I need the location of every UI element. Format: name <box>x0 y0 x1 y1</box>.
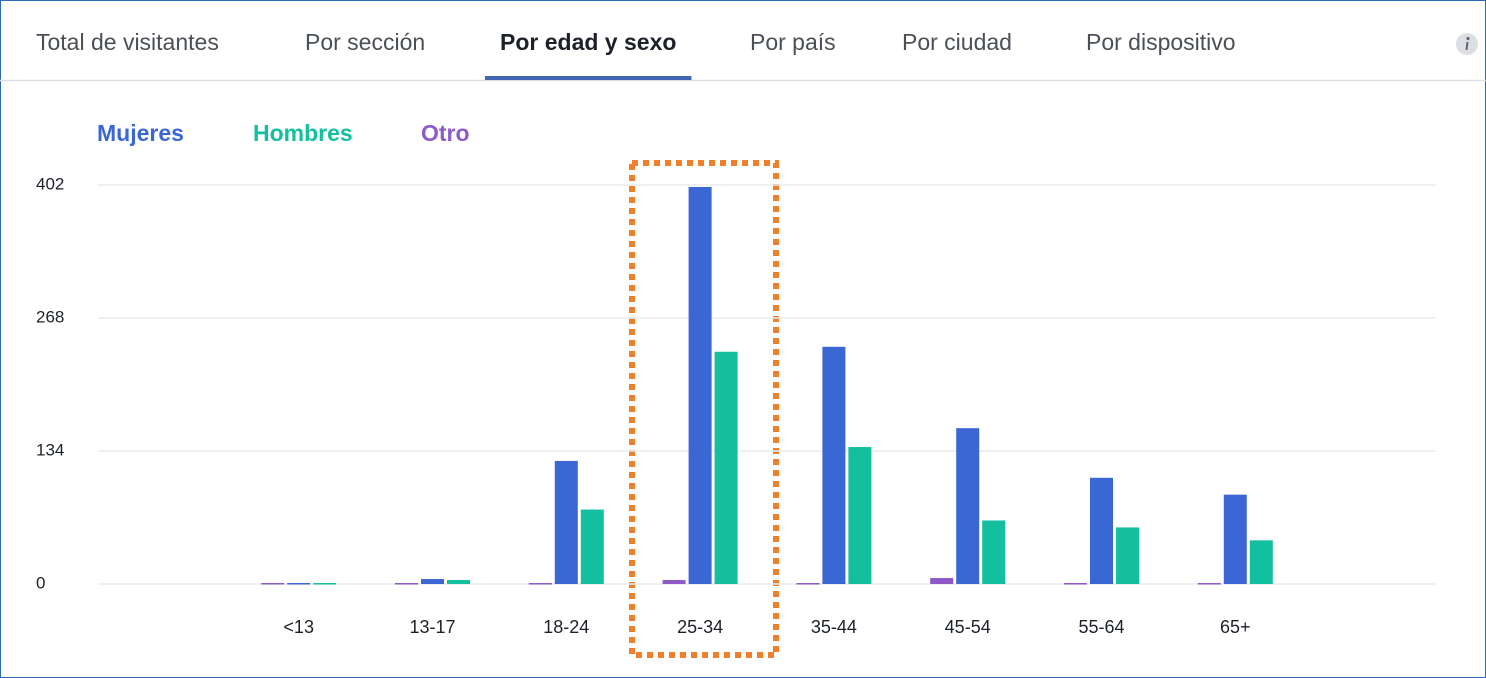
tab[interactable]: Por país <box>750 29 836 55</box>
legend-entry[interactable]: Hombres <box>253 120 353 146</box>
bar <box>982 520 1006 584</box>
tab[interactable]: Por ciudad <box>902 29 1012 55</box>
bar <box>1197 583 1221 585</box>
y-tick-label: 268 <box>36 307 64 326</box>
bar <box>421 579 444 584</box>
bar <box>1116 527 1139 584</box>
bar <box>447 580 470 584</box>
bar <box>287 583 311 585</box>
x-tick-label: 13-17 <box>409 617 455 637</box>
legend-entry[interactable]: Mujeres <box>97 120 184 146</box>
y-tick-label: 134 <box>36 440 64 459</box>
x-tick-label: 45-54 <box>945 617 991 637</box>
y-tick-label: 402 <box>36 174 64 193</box>
bar <box>1064 583 1087 585</box>
bar <box>822 346 846 584</box>
bar <box>930 578 954 584</box>
bar <box>313 583 337 585</box>
y-tick-label: 0 <box>36 573 45 592</box>
bar <box>1249 540 1273 584</box>
info-icon[interactable] <box>1456 33 1478 55</box>
x-tick-label: 25-34 <box>677 617 723 637</box>
bar <box>688 186 712 584</box>
x-tick-label: 55-64 <box>1078 617 1124 637</box>
info-stem <box>1465 41 1469 51</box>
bar <box>714 351 738 584</box>
x-tick-label: 65+ <box>1220 617 1251 637</box>
bar <box>796 583 820 585</box>
bar <box>395 583 418 585</box>
bar <box>662 580 686 584</box>
tab[interactable]: Por dispositivo <box>1086 29 1236 55</box>
active-tab-indicator <box>485 76 692 80</box>
bar <box>1223 494 1247 584</box>
bar <box>956 428 980 584</box>
tab[interactable]: Por edad y sexo <box>500 29 676 55</box>
x-tick-label: 35-44 <box>811 617 857 637</box>
bar <box>580 509 604 584</box>
x-tick-label: 18-24 <box>543 617 589 637</box>
highlight-box <box>629 160 779 658</box>
bar <box>554 460 578 584</box>
bar <box>1090 477 1113 584</box>
x-tick-label: <13 <box>283 617 314 637</box>
legend-entry[interactable]: Otro <box>421 120 470 146</box>
bar <box>261 583 285 585</box>
tab[interactable]: Total de visitantes <box>36 29 219 55</box>
bar <box>528 583 552 585</box>
info-dot <box>1466 36 1470 41</box>
tab[interactable]: Por sección <box>305 29 425 55</box>
bar <box>848 447 872 584</box>
